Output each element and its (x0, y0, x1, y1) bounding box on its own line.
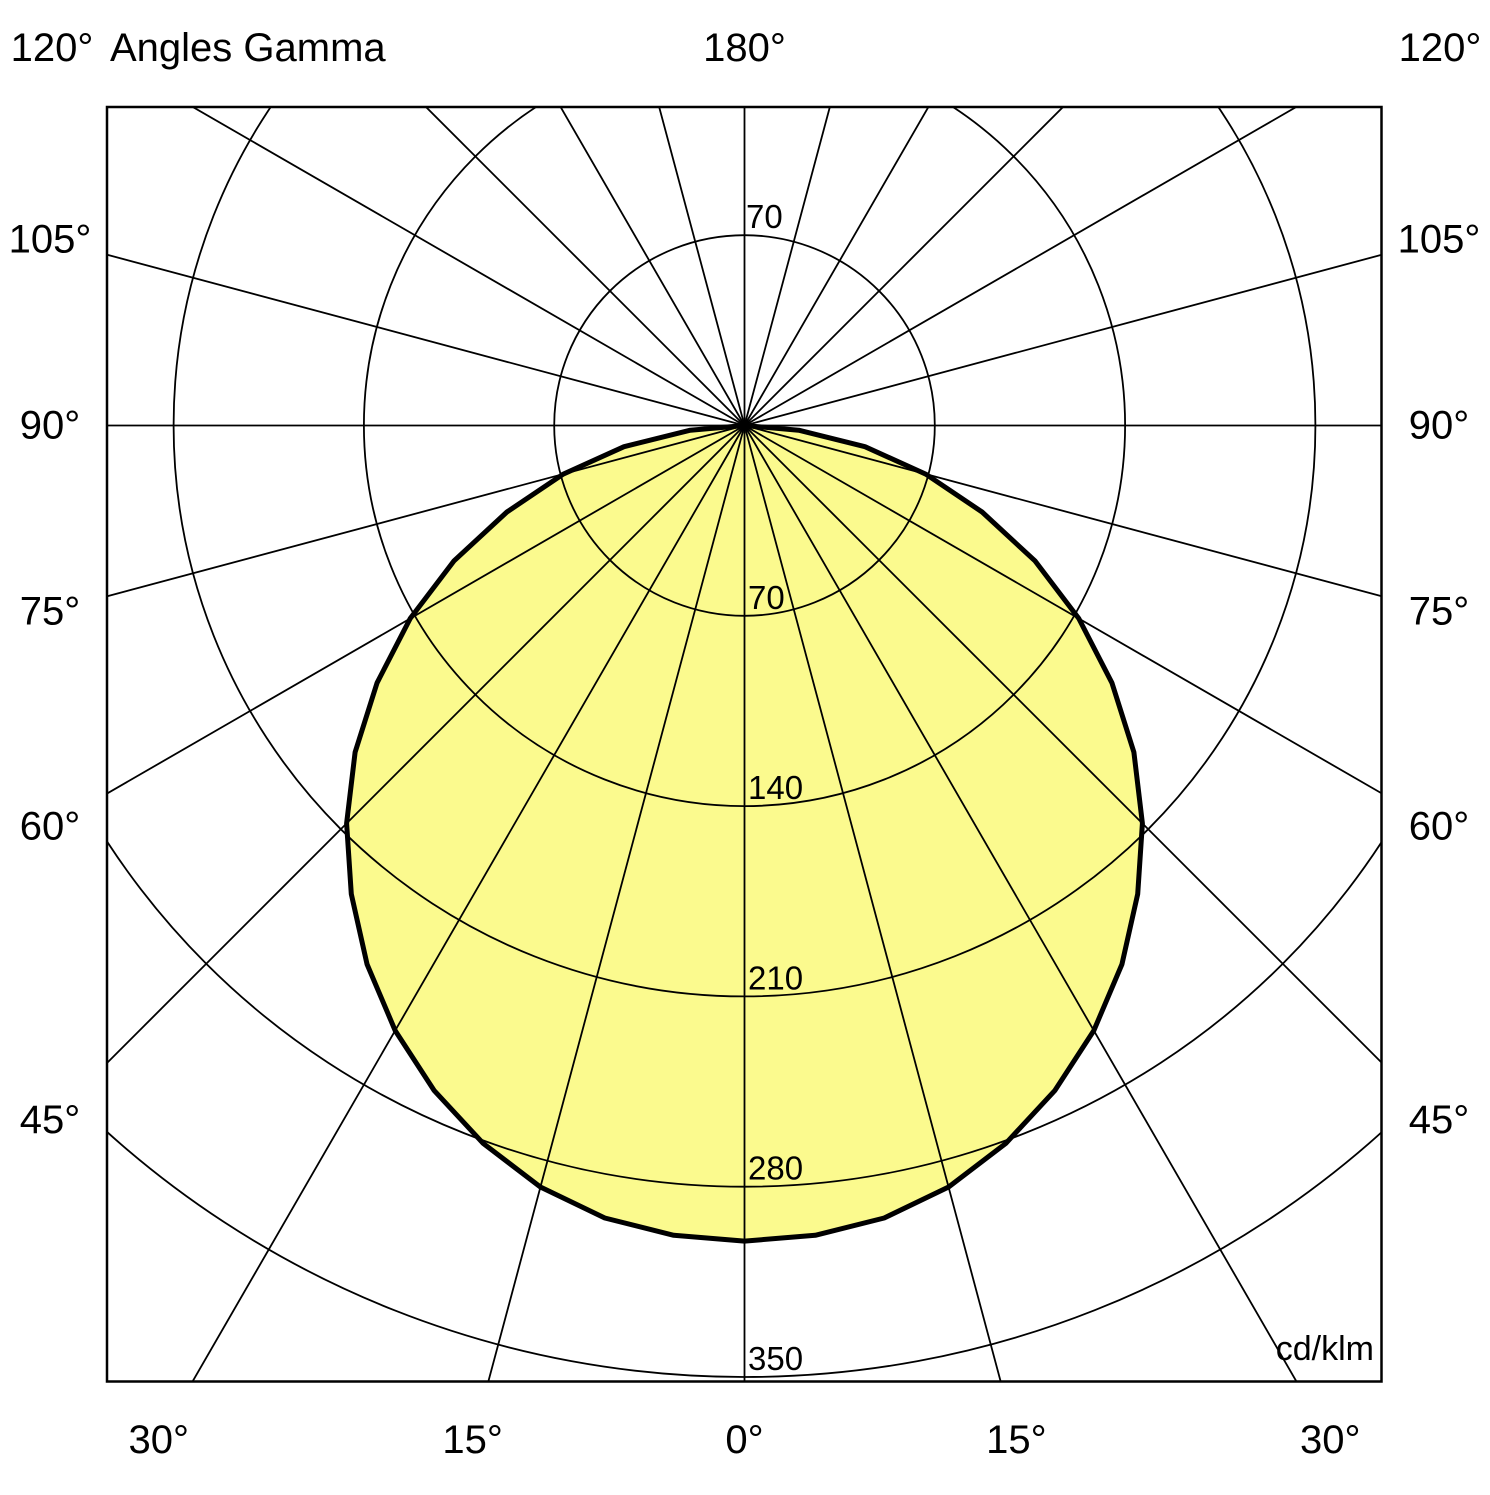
gamma-axis-label-top: 120° (11, 26, 94, 70)
ring-value-label: 210 (748, 959, 803, 996)
ring-value-label: 70 (748, 579, 785, 616)
unit-label: cd/klm (1276, 1330, 1374, 1368)
ring-value-label: 70 (746, 198, 783, 235)
ring-value-label: 350 (748, 1340, 803, 1377)
gamma-axis-label-left: 75° (20, 590, 81, 634)
gamma-axis-label-top: 120° (1399, 26, 1482, 70)
gamma-axis-label-right: 75° (1409, 590, 1470, 634)
ring-value-label: 140 (748, 769, 803, 806)
gamma-axis-label-right: 90° (1409, 404, 1470, 448)
chart-title: Angles Gamma (110, 26, 386, 70)
gamma-axis-label-bottom: 0° (725, 1418, 763, 1462)
ring-value-label: 280 (748, 1150, 803, 1187)
gamma-axis-label-right: 60° (1409, 804, 1470, 848)
gamma-axis-label-left: 60° (20, 804, 81, 848)
gamma-axis-label-left: 90° (20, 404, 81, 448)
gamma-axis-label-left: 45° (20, 1098, 81, 1142)
gamma-axis-label-top: 180° (703, 26, 786, 70)
gamma-axis-label-right: 105° (1398, 217, 1481, 261)
gamma-axis-label-bottom: 15° (442, 1418, 503, 1462)
gamma-axis-label-right: 45° (1409, 1098, 1470, 1142)
gamma-axis-label-bottom: 30° (129, 1418, 190, 1462)
gamma-axis-label-left: 105° (9, 217, 92, 261)
gamma-axis-label-bottom: 15° (986, 1418, 1047, 1462)
gamma-axis-label-bottom: 30° (1300, 1418, 1361, 1462)
